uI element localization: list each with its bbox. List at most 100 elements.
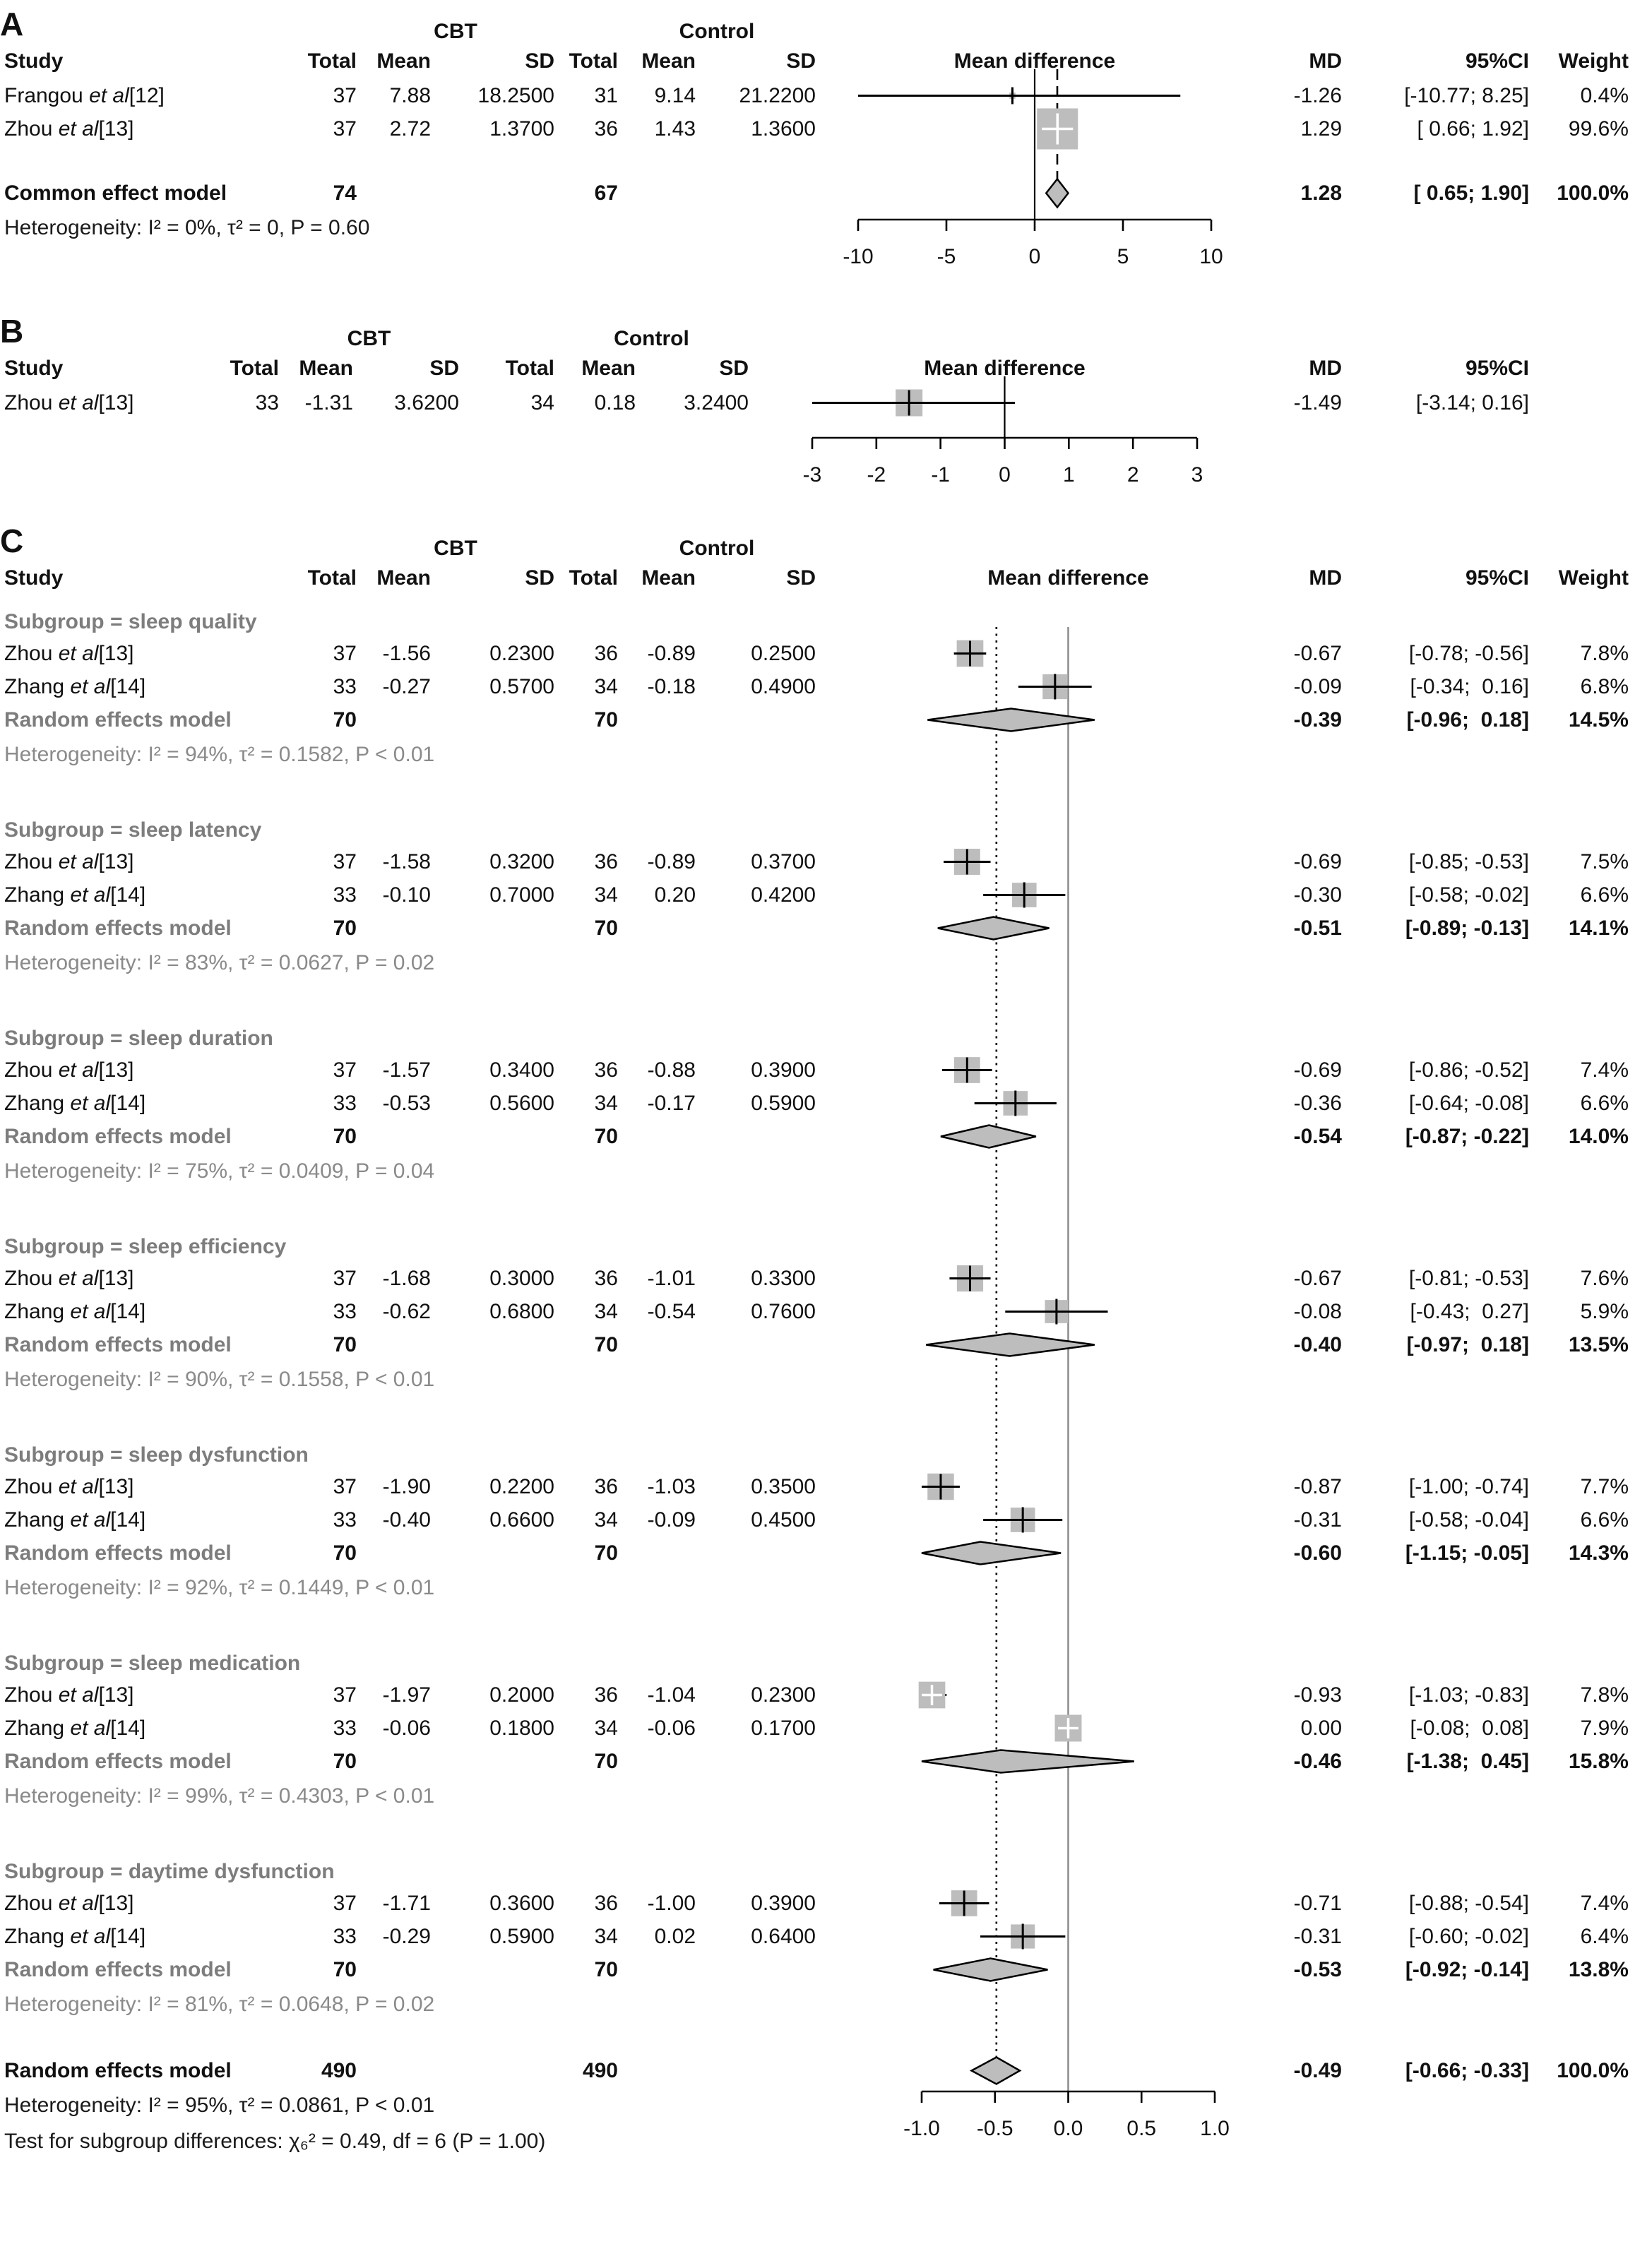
- cbt-mean: -1.58: [382, 849, 431, 873]
- heterogeneity-row: Heterogeneity: I² = 0%, τ² = 0, P = 0.60: [0, 210, 1635, 246]
- heterogeneity-text: Heterogeneity: I² = 94%, τ² = 0.1582, P …: [4, 743, 435, 766]
- cbt-sd: 1.3700: [489, 117, 554, 141]
- cbt-sd: 3.6200: [394, 390, 459, 414]
- study-name-et-al: et al: [58, 117, 99, 141]
- weight-value: 6.8%: [1580, 674, 1629, 698]
- study-name-et-al: et al: [58, 1683, 99, 1707]
- ci-value: [ 0.66; 1.92]: [1417, 117, 1529, 141]
- control-sd: 0.3300: [751, 1266, 816, 1290]
- column-label-mean-difference: Mean difference: [987, 566, 1149, 590]
- ci-value: [-0.96; 0.18]: [1406, 708, 1529, 732]
- cbt-sd: 0.6600: [489, 1508, 554, 1532]
- control-total: 36: [594, 641, 618, 665]
- cbt-total: 37: [333, 117, 357, 141]
- cbt-mean: -1.97: [382, 1683, 431, 1707]
- control-mean: -0.09: [647, 1508, 696, 1532]
- control-total: 70: [594, 1332, 618, 1356]
- heterogeneity-text: Heterogeneity: I² = 90%, τ² = 0.1558, P …: [4, 1368, 435, 1391]
- heterogeneity-row: Heterogeneity: I² = 90%, τ² = 0.1558, P …: [0, 1361, 1635, 1398]
- weight-value: 99.6%: [1568, 117, 1629, 141]
- cbt-total: 70: [333, 1124, 357, 1148]
- column-label-md: MD: [1309, 357, 1342, 380]
- heterogeneity-text: Heterogeneity: I² = 75%, τ² = 0.0409, P …: [4, 1159, 435, 1183]
- summary-label: Random effects model: [4, 1332, 232, 1356]
- cbt-total: 490: [321, 2058, 357, 2082]
- panel-a: A CBT Control Study Total Mean SD Total Mean SD Me…: [0, 4, 1635, 309]
- column-header-row: Study Total Mean SD Total Mean SD Mean differen…: [0, 44, 1635, 79]
- group-header-row: B CBT Control: [0, 311, 1635, 351]
- column-label-cbt-sd: SD: [525, 566, 554, 590]
- study-name: Zhang et al[14]: [4, 1716, 146, 1740]
- study-row: Zhang et al[14] 33 -0.27 0.5700 34 -0.18 0.490…: [0, 670, 1635, 703]
- spacer-row: [0, 1190, 1635, 1221]
- axis-tick-label: 5: [1117, 245, 1129, 268]
- weight-value: 5.9%: [1580, 1299, 1629, 1323]
- study-row: Zhou et al[13] 37 -1.68 0.3000 36 -1.01 0.3300…: [0, 1262, 1635, 1295]
- group-label-control: Control: [679, 20, 755, 43]
- axis-tick-label: -10: [843, 245, 873, 268]
- summary-row: Random effects model 70 70 -0.39 [-0.96; 0.1…: [0, 703, 1635, 736]
- subgroup-label: Subgroup = sleep medication: [4, 1652, 301, 1675]
- column-label-control-sd: SD: [719, 357, 749, 380]
- subgroup-header-row: Subgroup = daytime dysfunction: [0, 1846, 1635, 1887]
- study-name: Zhou et al[13]: [4, 1891, 134, 1915]
- control-total: 34: [594, 1299, 618, 1323]
- ci-value: [-0.87; -0.22]: [1405, 1124, 1529, 1148]
- group-label-cbt: CBT: [434, 20, 477, 43]
- cbt-total: 33: [333, 1508, 357, 1532]
- study-name: Zhou et al[13]: [4, 1266, 134, 1290]
- weight-value: 7.4%: [1580, 1058, 1629, 1082]
- column-label-ci: 95%CI: [1465, 49, 1529, 73]
- study-name-et-al: et al: [58, 390, 99, 414]
- study-row: Zhou et al[13] 37 -1.90 0.2200 36 -1.03 0.3500…: [0, 1470, 1635, 1503]
- md-value: -0.08: [1293, 1299, 1342, 1323]
- panel-b: B CBT Control Study Total Mean SD Total Mean SD Me…: [0, 311, 1635, 517]
- heterogeneity-text: Heterogeneity: I² = 95%, τ² = 0.0861, P …: [4, 2094, 435, 2117]
- control-mean: -1.04: [647, 1683, 696, 1707]
- control-total: 36: [594, 1474, 618, 1498]
- control-sd: 0.4500: [751, 1508, 816, 1532]
- md-value: -0.40: [1293, 1332, 1342, 1356]
- control-total: 70: [594, 1749, 618, 1773]
- subgroup-label: Subgroup = sleep quality: [4, 610, 257, 633]
- heterogeneity-row: Heterogeneity: I² = 75%, τ² = 0.0409, P …: [0, 1153, 1635, 1190]
- study-name-et-al: et al: [58, 849, 99, 873]
- column-label-control-total: Total: [505, 357, 554, 380]
- ci-value: [-0.88; -0.54]: [1408, 1891, 1529, 1915]
- weight-value: 14.0%: [1568, 1124, 1629, 1148]
- study-name: Frangou et al[12]: [4, 83, 165, 107]
- weight-value: 7.8%: [1580, 641, 1629, 665]
- control-sd: 0.1700: [751, 1716, 816, 1740]
- weight-value: 6.6%: [1580, 883, 1629, 907]
- control-sd: 0.4200: [751, 883, 816, 907]
- cbt-total: 33: [333, 883, 357, 907]
- md-value: -0.69: [1293, 849, 1342, 873]
- study-name: Zhang et al[14]: [4, 883, 146, 907]
- subgroup-label: Subgroup = sleep efficiency: [4, 1235, 287, 1258]
- study-name: Zhang et al[14]: [4, 1091, 146, 1115]
- heterogeneity-row: Heterogeneity: I² = 99%, τ² = 0.4303, P …: [0, 1778, 1635, 1815]
- control-total: 34: [594, 1091, 618, 1115]
- cbt-sd: 0.5600: [489, 1091, 554, 1115]
- control-total: 70: [594, 916, 618, 940]
- column-label-cbt-mean: Mean: [376, 49, 431, 73]
- control-total: 34: [594, 674, 618, 698]
- cbt-total: 70: [333, 1957, 357, 1981]
- subgroup-header-row: Subgroup = sleep latency: [0, 804, 1635, 845]
- weight-value: 7.5%: [1580, 849, 1629, 873]
- weight-value: 14.3%: [1568, 1541, 1629, 1565]
- summary-label: Random effects model: [4, 1541, 232, 1565]
- column-label-ci: 95%CI: [1465, 357, 1529, 380]
- subgroup-header-row: Subgroup = sleep dysfunction: [0, 1429, 1635, 1470]
- study-name-et-al: et al: [70, 1508, 111, 1532]
- cbt-total: 37: [333, 1891, 357, 1915]
- ci-value: [ 0.65; 1.90]: [1413, 181, 1529, 205]
- column-label-mean-difference: Mean difference: [953, 49, 1116, 73]
- ci-value: [-0.78; -0.56]: [1408, 641, 1529, 665]
- cbt-total: 33: [333, 1924, 357, 1948]
- ci-value: [-0.43; 0.27]: [1410, 1299, 1529, 1323]
- control-total: 34: [594, 883, 618, 907]
- summary-label: Random effects model: [4, 708, 232, 732]
- study-name: Zhang et al[14]: [4, 1924, 146, 1948]
- group-label-cbt: CBT: [347, 327, 391, 350]
